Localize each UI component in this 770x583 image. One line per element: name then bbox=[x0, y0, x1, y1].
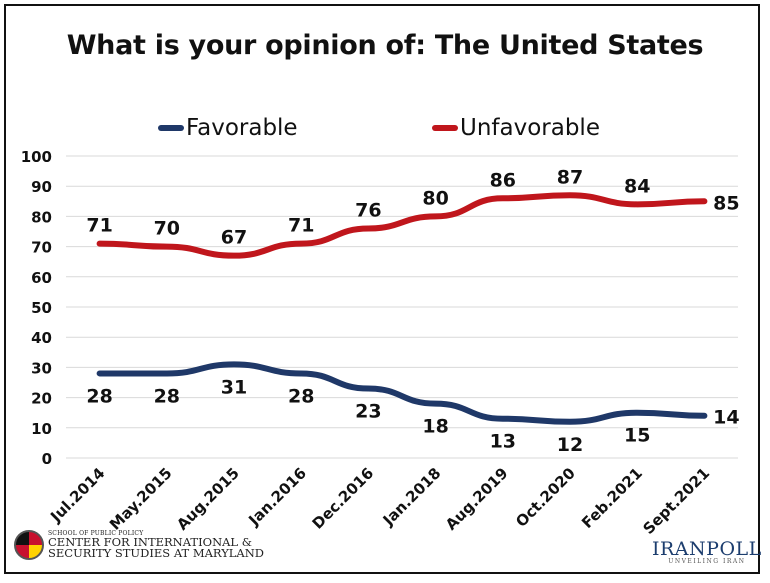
x-tick-label: Jan.2018 bbox=[379, 464, 445, 530]
data-label-unfavorable: 84 bbox=[624, 175, 650, 197]
legend-swatch-favorable bbox=[158, 125, 184, 131]
cisssm-name-line1: CENTER FOR INTERNATIONAL & bbox=[48, 534, 252, 549]
legend-favorable: Favorable bbox=[158, 115, 298, 141]
x-tick-label: Aug.2015 bbox=[173, 464, 243, 534]
data-label-unfavorable: 86 bbox=[490, 169, 516, 191]
x-tick-label: Jan.2016 bbox=[244, 464, 310, 530]
y-tick-label: 60 bbox=[31, 269, 52, 287]
cisssm-logo: SCHOOL OF PUBLIC POLICY CENTER FOR INTER… bbox=[14, 530, 264, 560]
data-label-unfavorable: 71 bbox=[86, 215, 112, 237]
y-tick-label: 30 bbox=[31, 359, 52, 377]
chart-frame bbox=[4, 4, 760, 574]
y-tick-label: 80 bbox=[31, 208, 52, 226]
series-line-favorable bbox=[96, 361, 708, 425]
data-label-unfavorable: 87 bbox=[557, 166, 583, 188]
data-label-unfavorable: 76 bbox=[355, 199, 381, 221]
iranpoll-name: IRANPOLL bbox=[652, 538, 762, 560]
y-tick-label: 50 bbox=[31, 299, 52, 317]
data-label-favorable: 14 bbox=[713, 407, 739, 429]
y-tick-label: 90 bbox=[31, 178, 52, 196]
x-tick-label: Jul.2014 bbox=[46, 464, 108, 526]
y-tick-label: 20 bbox=[31, 390, 52, 408]
legend-label-unfavorable: Unfavorable bbox=[460, 115, 600, 141]
data-label-favorable: 12 bbox=[557, 434, 583, 456]
iranpoll-tagline: UNVEILING IRAN bbox=[668, 558, 746, 565]
cisssm-name-line2: SECURITY STUDIES AT MARYLAND bbox=[48, 546, 265, 560]
data-label-favorable: 23 bbox=[355, 401, 381, 423]
data-label-favorable: 31 bbox=[221, 376, 247, 398]
chart-title: What is your opinion of: The United Stat… bbox=[66, 30, 704, 61]
y-tick-label: 40 bbox=[31, 329, 52, 347]
y-tick-label: 10 bbox=[31, 420, 52, 438]
legend-swatch-unfavorable bbox=[432, 125, 458, 131]
data-label-favorable: 28 bbox=[288, 385, 314, 407]
data-label-unfavorable: 85 bbox=[713, 192, 739, 214]
data-label-favorable: 28 bbox=[86, 385, 112, 407]
data-label-favorable: 15 bbox=[624, 425, 650, 447]
data-label-unfavorable: 67 bbox=[221, 227, 247, 249]
school-of-public-policy-text: SCHOOL OF PUBLIC POLICY bbox=[48, 529, 144, 537]
legend-label-favorable: Favorable bbox=[186, 115, 298, 141]
data-label-favorable: 28 bbox=[154, 385, 180, 407]
legend-unfavorable: Unfavorable bbox=[432, 115, 600, 141]
x-tick-label: Sept.2021 bbox=[639, 464, 713, 538]
y-tick-label: 70 bbox=[31, 239, 52, 257]
data-label-unfavorable: 71 bbox=[288, 215, 314, 237]
x-tick-label: Aug.2019 bbox=[442, 464, 512, 534]
series-line-unfavorable bbox=[96, 192, 708, 259]
iranpoll-logo: IRANPOLL UNVEILING IRAN bbox=[652, 538, 762, 565]
x-tick-label: Feb.2021 bbox=[578, 464, 646, 532]
x-tick-label: Dec.2016 bbox=[309, 464, 378, 533]
data-label-favorable: 18 bbox=[422, 416, 448, 438]
x-tick-label: May.2015 bbox=[106, 464, 176, 534]
data-label-unfavorable: 80 bbox=[422, 187, 448, 209]
x-tick-label: Oct.2020 bbox=[512, 464, 579, 531]
y-tick-label: 100 bbox=[21, 148, 52, 166]
y-tick-label: 0 bbox=[42, 450, 52, 468]
data-label-unfavorable: 70 bbox=[154, 218, 180, 240]
data-label-favorable: 13 bbox=[490, 431, 516, 453]
umd-seal-icon bbox=[14, 530, 44, 560]
